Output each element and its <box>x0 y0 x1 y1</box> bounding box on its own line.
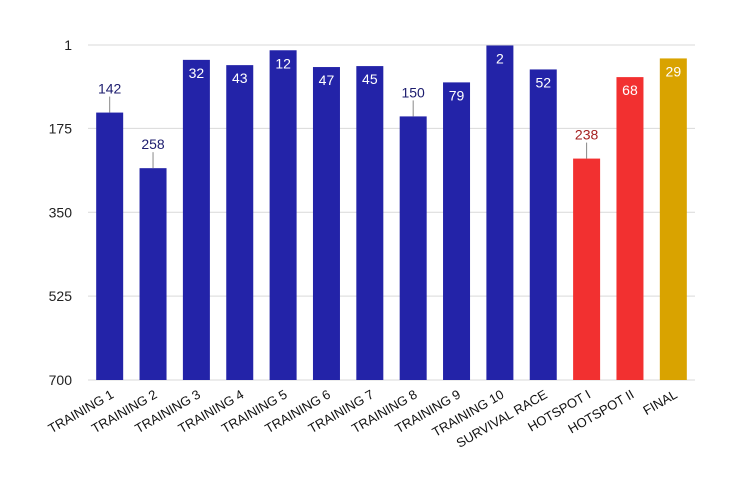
bar <box>96 112 124 380</box>
y-tick-label: 525 <box>49 288 73 304</box>
bar <box>182 59 210 381</box>
y-tick-label: 350 <box>49 204 73 220</box>
y-tick-label: 700 <box>49 372 73 388</box>
data-label: 43 <box>232 70 248 86</box>
bar <box>356 66 384 380</box>
data-label: 45 <box>362 71 378 87</box>
data-label: 238 <box>575 127 599 143</box>
y-axis-ticks: 1 175 350 525 700 <box>49 37 73 388</box>
data-label: 79 <box>449 87 465 103</box>
data-label: 258 <box>141 136 165 152</box>
bar <box>529 69 557 380</box>
bar <box>139 168 167 380</box>
bar <box>616 77 644 380</box>
bar <box>443 82 471 381</box>
data-label: 52 <box>535 74 551 90</box>
bar <box>312 67 340 380</box>
bar <box>659 58 687 381</box>
data-label: 12 <box>275 55 291 71</box>
bar <box>486 45 514 381</box>
data-label: 68 <box>622 82 638 98</box>
y-tick-label: 175 <box>49 120 73 136</box>
x-category-label: FINAL <box>640 387 679 418</box>
data-label: 29 <box>666 63 682 79</box>
bars <box>96 45 687 381</box>
data-labels: 142 258 32 43 12 47 45 150 79 2 52 238 68 29 <box>98 50 682 169</box>
data-label: 47 <box>319 72 335 88</box>
data-label: 2 <box>496 50 504 66</box>
data-label: 142 <box>98 81 122 97</box>
bar <box>573 158 601 380</box>
data-label: 150 <box>401 84 425 100</box>
bar <box>269 50 297 380</box>
bar <box>399 116 427 381</box>
gridlines <box>88 44 695 381</box>
data-label: 32 <box>189 65 205 81</box>
bar <box>226 65 254 380</box>
y-tick-label: 1 <box>64 37 72 53</box>
